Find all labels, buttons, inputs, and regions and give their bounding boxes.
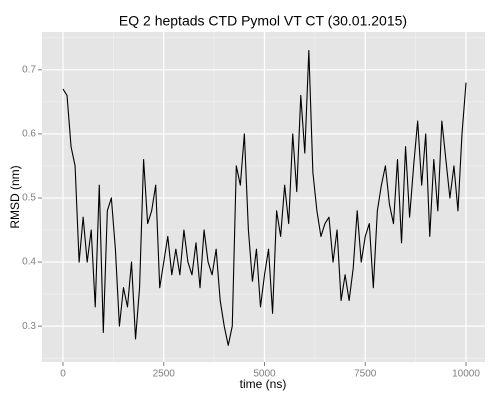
y-tick-label: 0.5 [22, 193, 36, 204]
x-tick-label: 2500 [153, 369, 176, 380]
x-tick-label: 7500 [354, 369, 377, 380]
y-tick-label: 0.3 [22, 321, 36, 332]
y-tick-label: 0.6 [22, 129, 36, 140]
x-axis-label: time (ns) [240, 377, 287, 391]
x-tick-label: 10000 [452, 369, 480, 380]
y-axis-label: RMSD (nm) [8, 165, 22, 228]
x-tick-label: 5000 [253, 369, 276, 380]
y-tick-label: 0.7 [22, 64, 36, 75]
x-tick-label: 0 [60, 369, 66, 380]
panel [42, 32, 485, 362]
y-tick-label: 0.4 [22, 257, 36, 268]
line [62, 50, 467, 346]
chart-title: EQ 2 heptads CTD Pymol VT CT (30.01.2015… [119, 13, 407, 29]
